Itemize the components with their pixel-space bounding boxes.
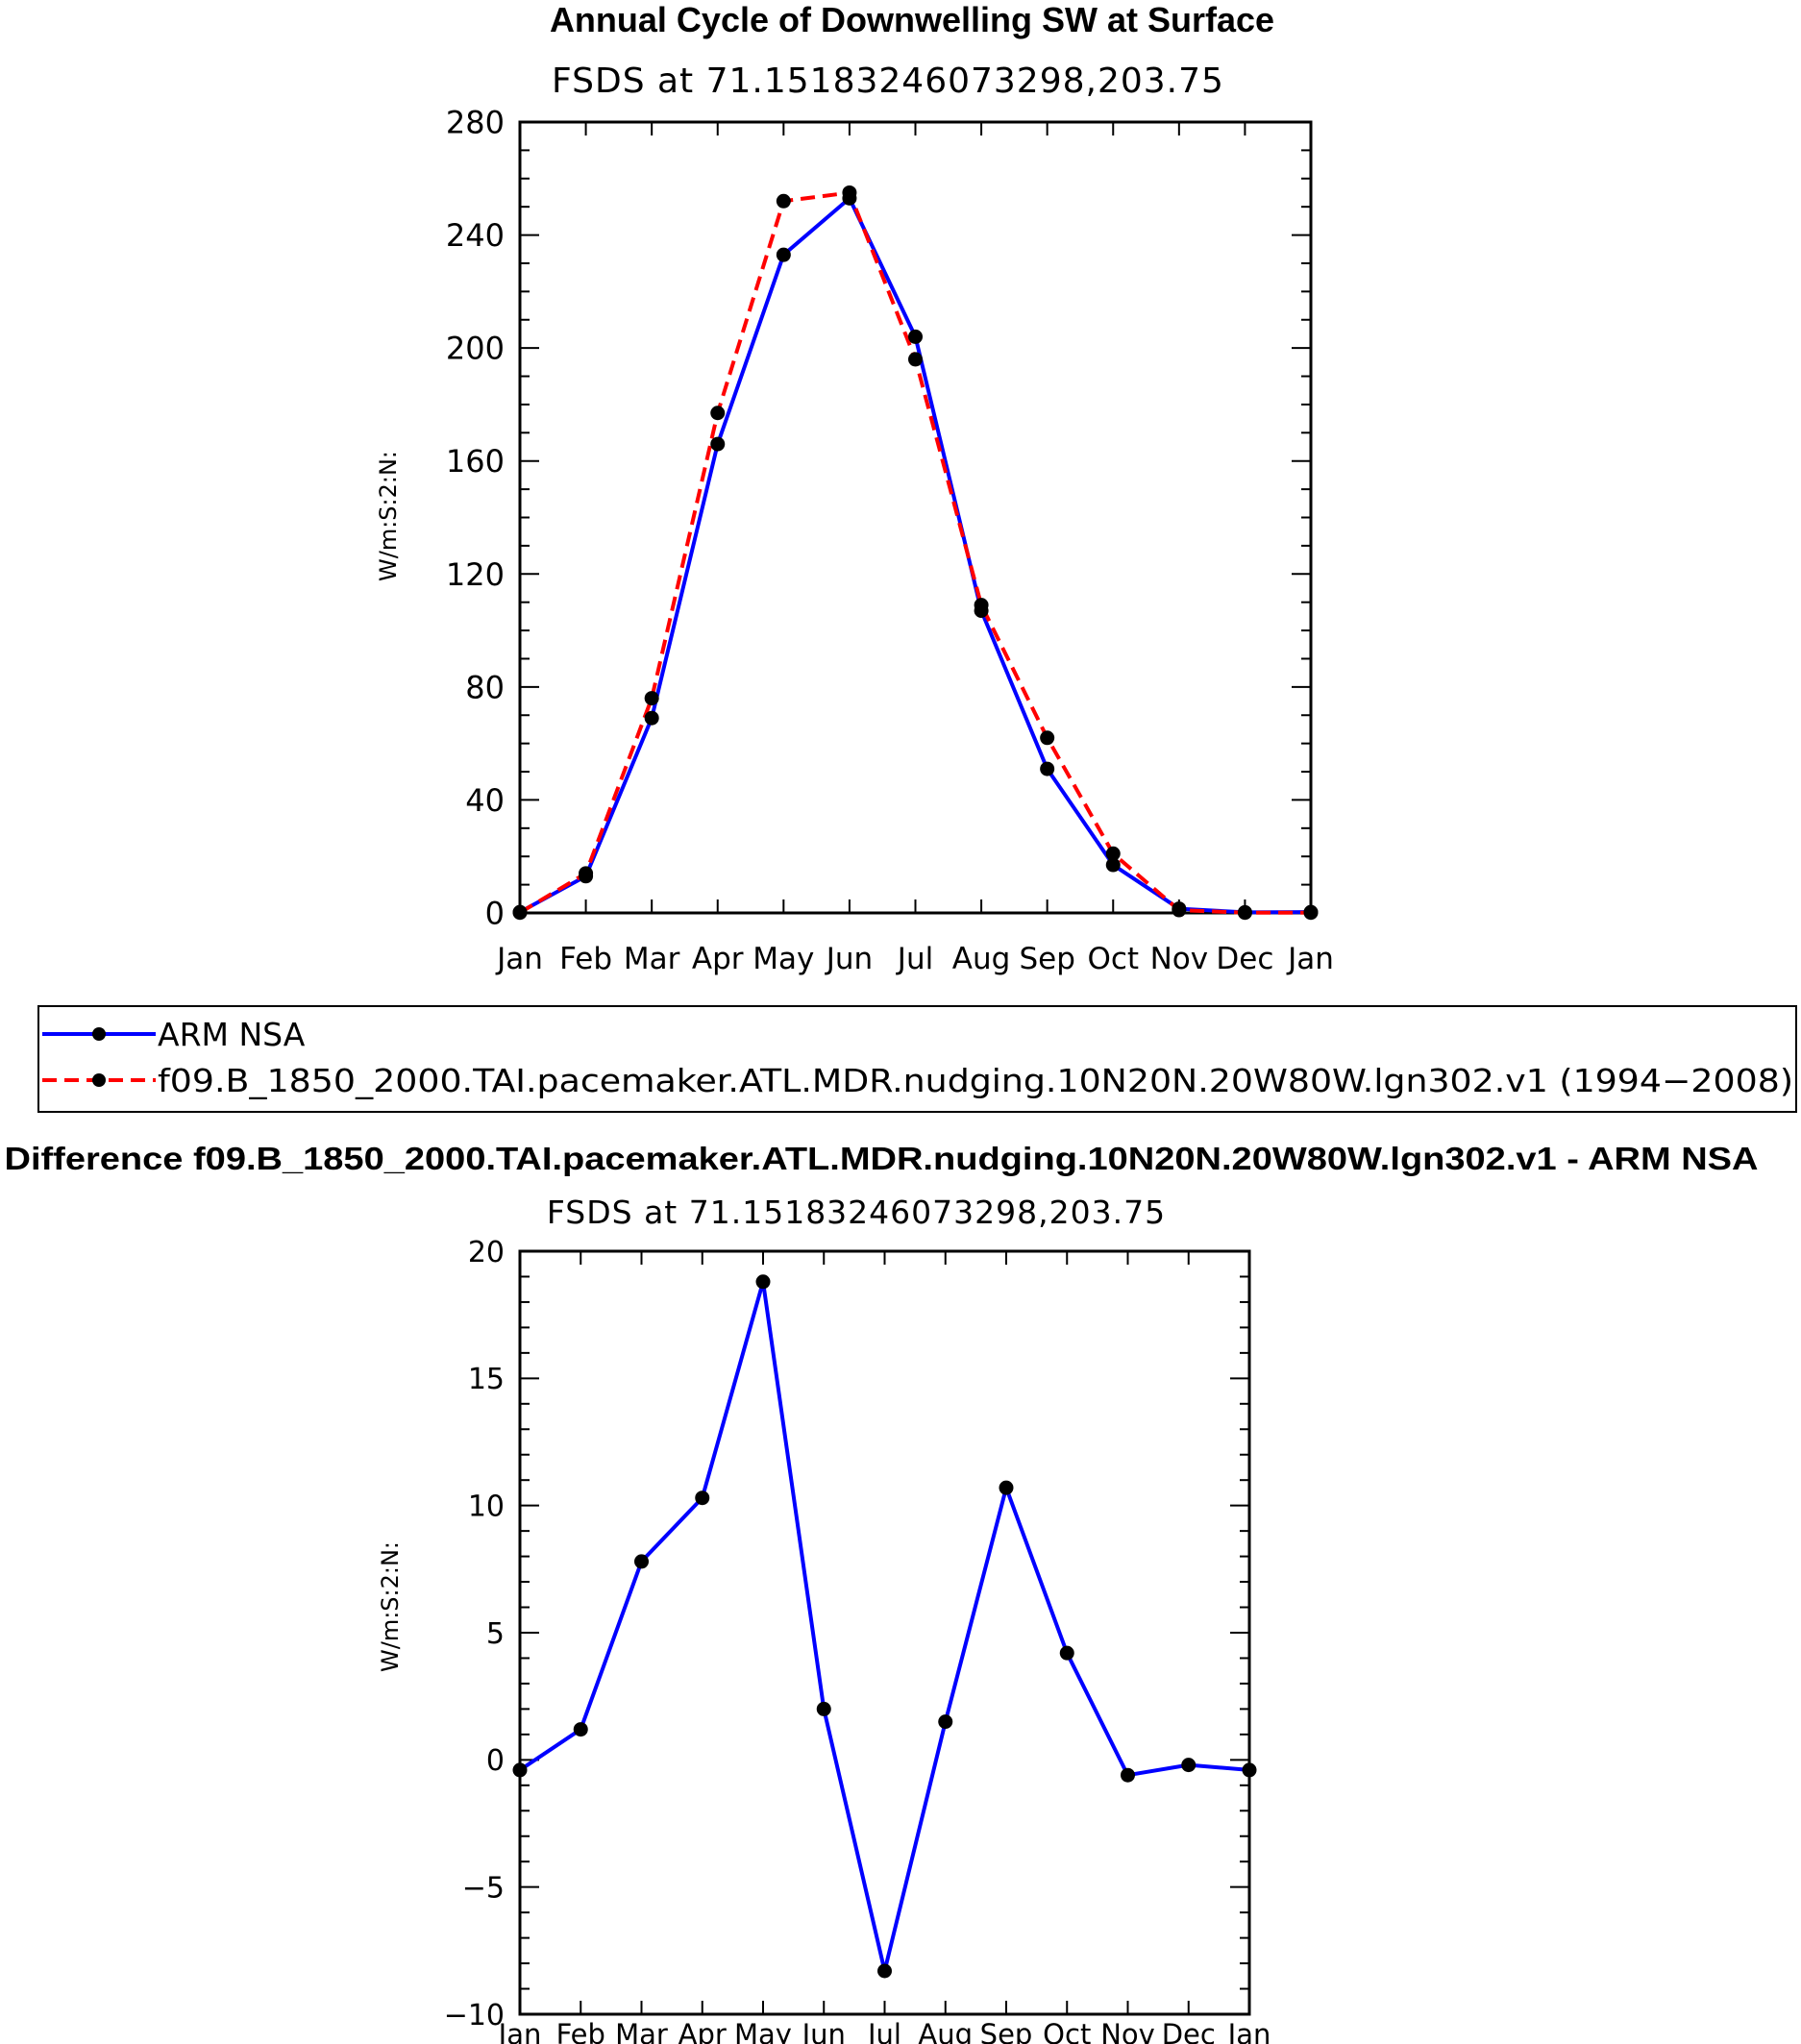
data-point-series-0 [1105, 857, 1121, 873]
x-tick-label: Apr [692, 942, 744, 976]
data-point-series-1 [1303, 905, 1319, 921]
x-tick-label: Jan [497, 2018, 542, 2044]
chart2-series [512, 1274, 1257, 1979]
data-point-series-0 [644, 710, 659, 726]
y-tick-label: 5 [486, 1617, 505, 1651]
x-tick-label: Oct [1087, 942, 1139, 976]
x-tick-label: Jul [896, 942, 933, 976]
x-tick-label: May [734, 2018, 792, 2044]
legend-marker-model [92, 1073, 106, 1087]
chart1-title: Annual Cycle of Downwelling SW at Surfac… [550, 0, 1274, 39]
data-point-series-1 [1172, 902, 1187, 918]
legend-box [37, 1005, 1797, 1113]
y-tick-label: 0 [485, 896, 505, 932]
data-point-series-0 [755, 1274, 771, 1290]
x-tick-label: Jan [1286, 942, 1334, 976]
legend: ARM NSA f09.B_1850_2000.TAI.pacemaker.AT… [37, 1005, 1797, 1113]
x-tick-label: Feb [559, 942, 612, 976]
data-point-series-0 [1121, 1767, 1135, 1783]
data-point-series-1 [974, 598, 989, 613]
x-tick-label: Nov [1150, 942, 1209, 976]
y-tick-label: 80 [465, 669, 505, 705]
y-tick-label: 20 [468, 1236, 505, 1269]
x-tick-label: Aug [918, 2018, 973, 2044]
y-tick-label: 200 [446, 331, 505, 367]
chart1-series [512, 185, 1319, 921]
data-point-series-0 [634, 1554, 649, 1569]
x-tick-label: May [752, 942, 814, 976]
legend-label-model: f09.B_1850_2000.TAI.pacemaker.ATL.MDR.nu… [158, 1062, 1793, 1099]
chart1-frame [518, 120, 1313, 915]
x-tick-label: Dec [1216, 942, 1273, 976]
x-tick-label: Mar [615, 2018, 668, 2044]
legend-marker-arm-nsa [92, 1027, 106, 1041]
chart2-axes: Jan Feb Mar Apr May Jun Jul Aug Sep Oct Nov Dec Jan−… [444, 1236, 1271, 2044]
data-point-series-0 [908, 329, 923, 344]
chart1-subtitle: FSDS at 71.15183246073298,203.75 [552, 62, 1224, 101]
data-point-series-0 [938, 1714, 953, 1730]
chart2-title: Difference f09.B_1850_2000.TAI.pacemaker… [5, 1141, 1759, 1176]
data-point-series-1 [1105, 846, 1121, 861]
x-tick-label: Sep [980, 2018, 1033, 2044]
data-point-series-0 [816, 1701, 831, 1716]
chart2-frame [518, 1249, 1251, 2016]
x-tick-label: Feb [556, 2018, 605, 2044]
chart2-subtitle: FSDS at 71.15183246073298,203.75 [547, 1194, 1166, 1231]
y-tick-label: 0 [486, 1744, 505, 1778]
data-point-series-1 [842, 185, 857, 200]
chart1-ylabel: W/m:S:2:N: [375, 451, 402, 581]
y-tick-label: −10 [444, 1999, 505, 2032]
data-point-series-0 [573, 1722, 588, 1737]
x-tick-label: Jan [1226, 2018, 1271, 2044]
series-line-0 [518, 1279, 1250, 1974]
x-tick-label: Mar [624, 942, 680, 976]
data-point-series-0 [1040, 761, 1055, 776]
legend-label-arm-nsa: ARM NSA [158, 1016, 306, 1053]
data-point-series-1 [908, 352, 923, 367]
data-point-series-1 [1040, 730, 1055, 746]
data-point-series-1 [1237, 905, 1252, 921]
data-point-series-0 [776, 247, 791, 262]
data-point-series-0 [512, 1762, 528, 1778]
x-tick-label: Sep [1019, 942, 1074, 976]
x-tick-label: Dec [1162, 2018, 1216, 2044]
x-tick-label: Apr [678, 2018, 727, 2044]
x-tick-label: Oct [1043, 2018, 1091, 2044]
annual-cycle-chart: Annual Cycle of Downwelling SW at Surfac… [375, 0, 1334, 976]
x-tick-label: Jun [801, 2018, 846, 2044]
x-tick-label: Jan [495, 942, 543, 976]
difference-chart: Difference f09.B_1850_2000.TAI.pacemaker… [5, 1141, 1759, 2044]
y-tick-label: 160 [446, 443, 505, 480]
legend-entry-arm-nsa: ARM NSA [42, 1016, 306, 1053]
data-point-series-0 [999, 1480, 1014, 1495]
data-point-series-1 [710, 406, 726, 421]
x-tick-label: Jul [866, 2018, 901, 2044]
data-point-series-1 [579, 866, 594, 881]
x-tick-label: Jun [825, 942, 873, 976]
chart1-axes: Jan Feb Mar Apr May Jun Jul Aug Sep Oct Nov Dec Jan 0… [446, 105, 1334, 976]
y-tick-label: −5 [462, 1871, 505, 1905]
series-line-1 [518, 190, 1311, 915]
data-point-series-0 [695, 1490, 710, 1506]
data-point-series-0 [877, 1963, 892, 1979]
y-tick-label: 40 [465, 782, 505, 819]
x-tick-label: Nov [1100, 2018, 1155, 2044]
data-point-series-0 [1059, 1645, 1074, 1661]
data-point-series-0 [1181, 1758, 1197, 1773]
y-tick-label: 240 [446, 217, 505, 254]
y-tick-label: 120 [446, 556, 505, 593]
y-tick-label: 280 [446, 105, 505, 141]
y-tick-label: 10 [468, 1490, 505, 1523]
x-tick-label: Aug [952, 942, 1011, 976]
chart2-ylabel: W/m:S:2:N: [377, 1541, 404, 1672]
data-point-series-1 [776, 193, 791, 209]
data-point-series-0 [1242, 1762, 1257, 1778]
series-line-0 [519, 196, 1312, 915]
data-point-series-0 [710, 436, 726, 452]
data-point-series-1 [644, 691, 659, 706]
data-point-series-1 [512, 905, 528, 921]
legend-entry-model: f09.B_1850_2000.TAI.pacemaker.ATL.MDR.nu… [42, 1062, 1793, 1099]
y-tick-label: 15 [468, 1363, 505, 1396]
